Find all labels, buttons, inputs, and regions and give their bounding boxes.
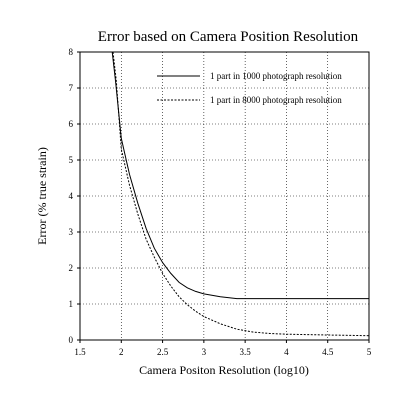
y-tick-label: 4 <box>69 191 74 201</box>
x-axis: 1.5 2 2.5 3 3.5 4 4.5 5 <box>74 340 372 357</box>
legend: 1 part in 1000 photograph resolution 1 pa… <box>157 71 342 105</box>
x-tick-label: 5 <box>367 347 372 357</box>
x-tick-label: 3.5 <box>240 347 252 357</box>
y-tick-label: 6 <box>69 119 74 129</box>
y-tick-label: 0 <box>69 335 74 345</box>
series-line-1 <box>111 51 369 300</box>
x-tick-label: 4.5 <box>322 347 334 357</box>
legend-label-2: 1 part in 8000 photograph resolution <box>210 95 342 105</box>
x-tick-label: 4 <box>284 347 289 357</box>
y-tick-label: 7 <box>69 83 74 93</box>
y-tick-label: 8 <box>69 47 74 57</box>
chart-title: Error based on Camera Position Resolutio… <box>98 29 359 45</box>
x-tick-label: 3 <box>202 347 207 357</box>
x-axis-label: Camera Positon Resolution (log10) <box>139 363 309 377</box>
y-tick-label: 1 <box>69 299 74 309</box>
x-tick-label: 1.5 <box>74 347 86 357</box>
y-axis: 0 1 2 3 4 5 6 7 8 <box>69 47 80 345</box>
series-line-2 <box>112 51 370 337</box>
x-tick-label: 2 <box>119 347 124 357</box>
series-layer <box>111 51 370 337</box>
y-axis-label: Error (% true strain) <box>35 147 49 245</box>
y-tick-label: 2 <box>69 263 74 273</box>
legend-label-1: 1 part in 1000 photograph resolution <box>210 71 342 81</box>
y-tick-label: 5 <box>69 155 74 165</box>
y-tick-label: 3 <box>69 227 74 237</box>
x-tick-label: 2.5 <box>157 347 169 357</box>
